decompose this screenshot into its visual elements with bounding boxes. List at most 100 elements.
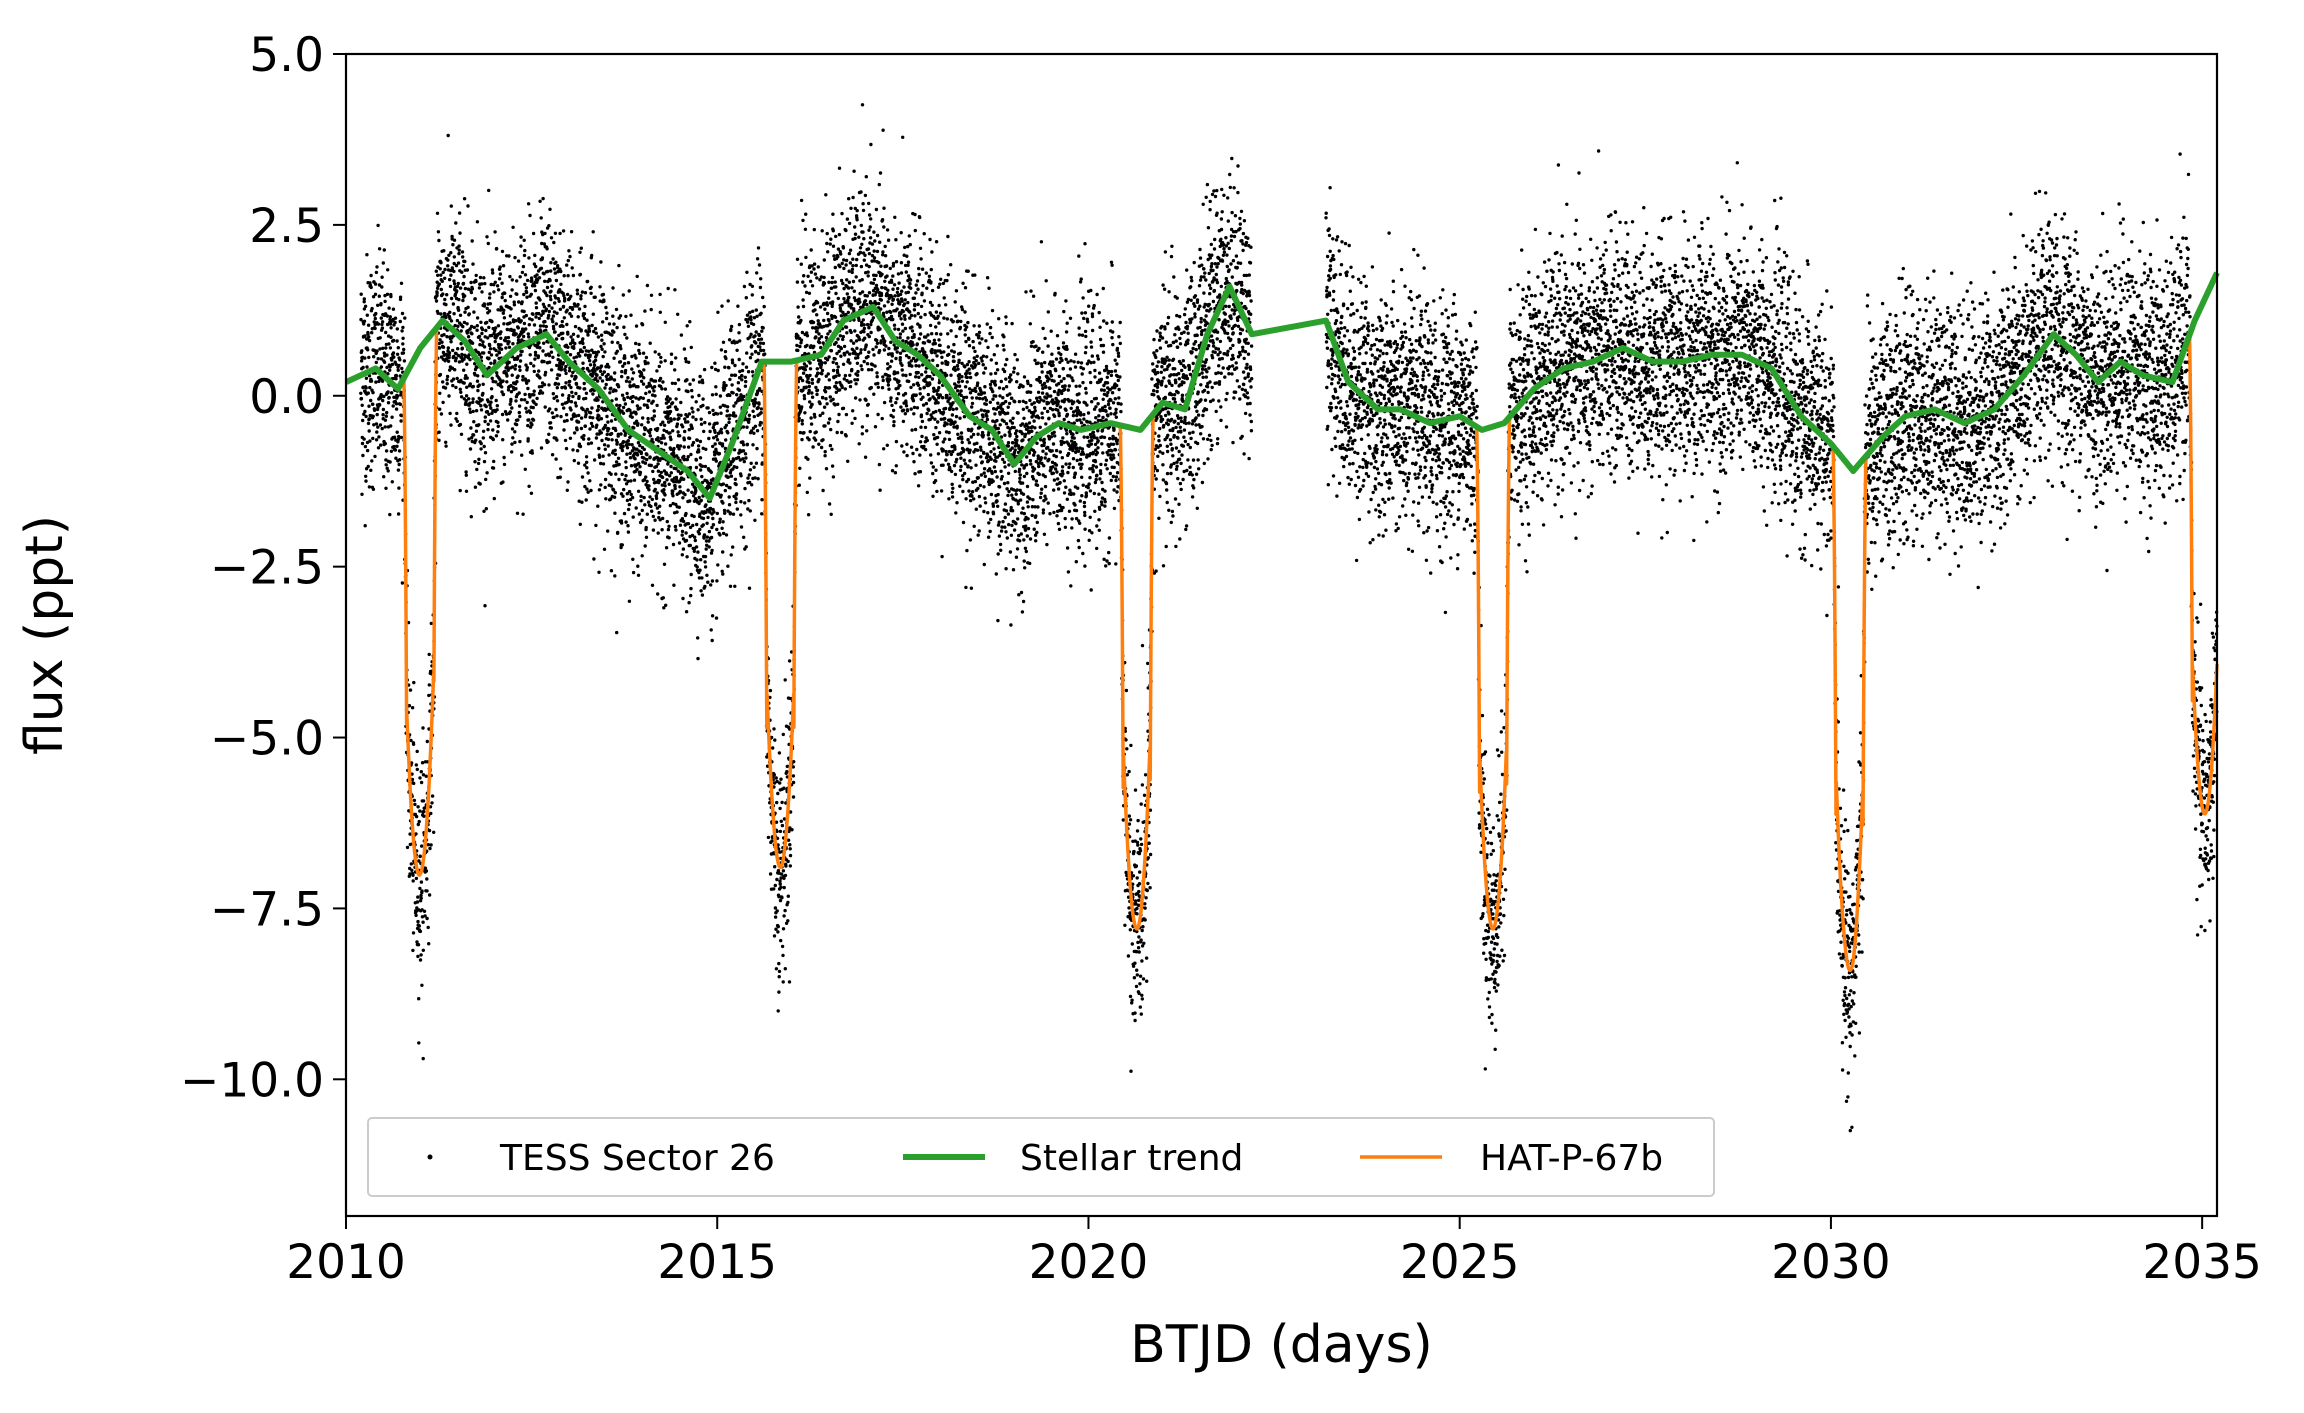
data-point	[663, 480, 667, 485]
data-point	[518, 275, 522, 279]
data-point	[937, 386, 941, 390]
data-point	[398, 458, 402, 462]
data-point	[468, 407, 472, 411]
data-point	[395, 444, 399, 448]
data-point	[699, 589, 703, 593]
data-point	[614, 389, 618, 393]
data-point	[917, 337, 921, 341]
data-point	[626, 530, 631, 534]
data-point	[684, 531, 688, 535]
data-point	[438, 391, 442, 395]
data-point	[865, 429, 869, 433]
data-point	[533, 253, 537, 258]
data-point	[414, 913, 418, 918]
data-point	[479, 408, 484, 412]
data-point	[718, 533, 722, 537]
data-point	[614, 472, 618, 476]
data-point	[452, 312, 456, 316]
data-point	[810, 381, 815, 385]
data-point	[719, 348, 724, 352]
data-point	[591, 392, 595, 396]
data-point	[760, 498, 764, 502]
data-point	[547, 224, 551, 228]
data-point	[447, 253, 451, 257]
data-point	[687, 601, 691, 605]
data-point	[517, 404, 522, 408]
data-point	[903, 412, 907, 416]
data-point	[886, 300, 890, 304]
data-point	[481, 436, 485, 440]
data-point	[499, 343, 503, 347]
data-point	[526, 437, 530, 441]
data-point	[644, 535, 649, 539]
data-point	[648, 495, 652, 499]
data-point	[634, 341, 638, 346]
data-point	[627, 599, 632, 603]
data-point	[653, 487, 657, 492]
data-point	[502, 455, 506, 460]
data-point	[585, 466, 589, 470]
data-point	[490, 319, 494, 324]
data-point	[572, 458, 576, 463]
data-point	[372, 408, 377, 412]
data-point	[510, 450, 514, 454]
data-point	[460, 270, 464, 274]
data-point	[379, 443, 383, 447]
data-point	[713, 442, 717, 446]
data-point	[744, 456, 748, 460]
data-point	[686, 522, 691, 526]
data-point	[676, 378, 681, 382]
data-point	[937, 303, 941, 308]
data-point	[830, 447, 834, 451]
data-point	[735, 393, 739, 397]
data-point	[435, 280, 439, 284]
data-point	[495, 404, 499, 408]
data-point	[485, 306, 489, 311]
data-point	[382, 394, 386, 399]
data-point	[877, 301, 881, 306]
data-point	[383, 299, 387, 304]
data-point	[386, 268, 390, 272]
data-point	[638, 470, 643, 475]
data-point	[443, 267, 447, 272]
data-point	[950, 413, 955, 417]
data-point	[549, 368, 554, 372]
data-point	[482, 509, 486, 513]
data-point	[523, 467, 527, 471]
data-point	[643, 461, 648, 465]
data-point	[710, 638, 714, 643]
data-point	[796, 348, 800, 353]
data-point	[612, 378, 617, 382]
data-point	[516, 259, 521, 263]
data-point	[602, 342, 606, 346]
data-point	[861, 230, 865, 234]
data-point	[520, 270, 525, 275]
data-point	[715, 579, 719, 583]
data-point	[837, 373, 841, 377]
data-point	[554, 337, 559, 341]
data-point	[918, 453, 922, 457]
data-point	[656, 436, 660, 440]
data-point	[811, 320, 816, 325]
data-point	[583, 387, 587, 391]
data-point	[813, 415, 817, 419]
data-point	[799, 198, 804, 203]
data-point	[719, 411, 723, 415]
data-point	[582, 345, 586, 350]
data-point	[704, 503, 708, 507]
data-point	[459, 432, 464, 436]
data-point	[717, 451, 722, 456]
data-point	[455, 411, 459, 416]
data-point	[916, 311, 920, 316]
data-point	[417, 859, 421, 863]
data-point	[541, 349, 545, 353]
data-point	[859, 364, 863, 368]
data-point	[721, 520, 725, 524]
data-point	[616, 341, 620, 345]
data-point	[671, 494, 675, 498]
data-point	[503, 298, 507, 303]
data-point	[780, 823, 785, 828]
data-point	[771, 746, 775, 750]
data-point	[519, 398, 524, 402]
data-point	[883, 254, 888, 258]
